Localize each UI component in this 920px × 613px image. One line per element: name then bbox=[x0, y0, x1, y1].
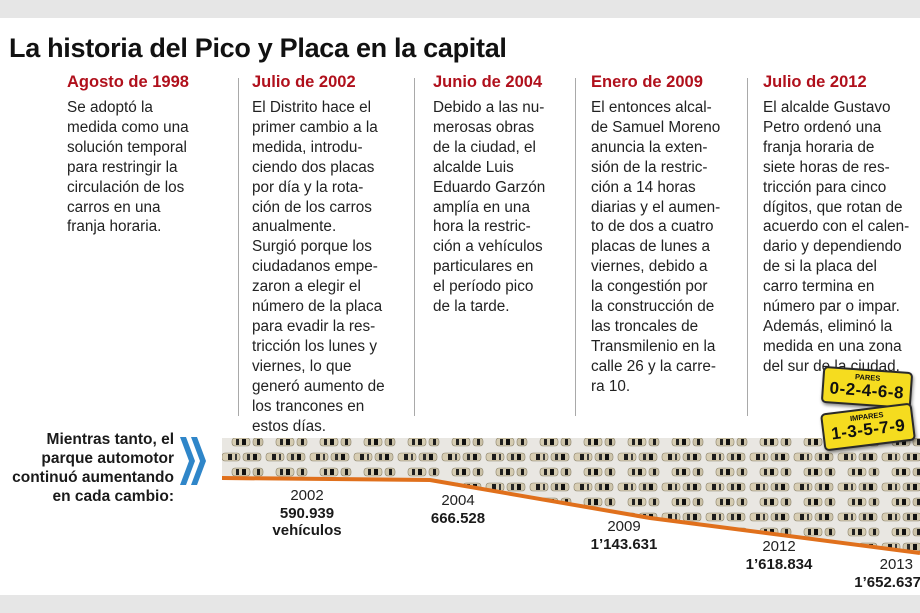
meanwhile-label: Mientras tanto, el parque automotor cont… bbox=[12, 431, 174, 505]
timeline-entry-2004: Junio de 2004 Debido a las nu- merosas o… bbox=[433, 70, 575, 317]
double-chevron-icon bbox=[180, 437, 206, 485]
value-label: 1’618.834 bbox=[745, 556, 813, 573]
year-label: 2002 bbox=[290, 487, 324, 504]
even-plate-numbers: 0-2-4-6-8 bbox=[828, 378, 905, 403]
timeline-entry-2012: Julio de 2012 El alcalde Gustavo Petro o… bbox=[763, 70, 920, 377]
unit-label: vehículos bbox=[272, 522, 342, 539]
bottom-border-bar bbox=[0, 595, 920, 613]
year-label: 2013 bbox=[879, 556, 913, 573]
timeline-text: El Distrito hace el primer cambio a la m… bbox=[252, 99, 385, 435]
timeline-entry-2002: Julio de 2002 El Distrito hace el primer… bbox=[252, 70, 414, 436]
column-divider bbox=[747, 78, 748, 416]
year-label: 2012 bbox=[762, 538, 796, 555]
top-border-bar bbox=[0, 0, 920, 18]
data-label-2004: 2004 666.528 bbox=[420, 492, 496, 527]
timeline-text: Debido a las nu- merosas obras de la ciu… bbox=[433, 99, 546, 316]
value-label: 590.939 bbox=[279, 505, 335, 522]
year-label: 2004 bbox=[441, 492, 475, 509]
vehicle-growth-area-chart bbox=[221, 438, 920, 555]
timeline-heading: Junio de 2004 bbox=[433, 73, 543, 91]
data-label-2009: 2009 1’143.631 bbox=[585, 518, 663, 553]
timeline-heading: Julio de 2012 bbox=[763, 73, 867, 91]
value-label: 1’143.631 bbox=[590, 536, 658, 553]
timeline-heading: Enero de 2009 bbox=[591, 73, 703, 91]
even-plate-badge: PARES 0-2-4-6-8 bbox=[820, 365, 914, 410]
timeline-text: El entonces alcal- de Samuel Moreno anun… bbox=[591, 99, 721, 395]
value-label: 1’652.637 bbox=[854, 574, 920, 591]
column-divider bbox=[414, 78, 415, 416]
year-label: 2009 bbox=[607, 518, 641, 535]
timeline-text: El alcalde Gustavo Petro ordenó una fran… bbox=[763, 99, 910, 375]
value-label: 666.528 bbox=[430, 510, 486, 527]
timeline-heading: Julio de 2002 bbox=[252, 73, 356, 91]
timeline-entry-2009: Enero de 2009 El entonces alcal- de Samu… bbox=[591, 70, 747, 397]
data-label-2012: 2012 1’618.834 bbox=[740, 538, 818, 573]
timeline-heading: Agosto de 1998 bbox=[67, 73, 189, 91]
timeline-entry-1998: Agosto de 1998 Se adoptó la medida como … bbox=[67, 70, 237, 237]
column-divider bbox=[575, 78, 576, 416]
data-label-2013: 2013 1’652.637 bbox=[843, 556, 920, 591]
timeline-text: Se adoptó la medida como una solución te… bbox=[67, 99, 189, 236]
column-divider bbox=[238, 78, 239, 416]
data-label-2002: 2002 590.939 vehículos bbox=[268, 487, 346, 539]
page-title: La historia del Pico y Placa en la capit… bbox=[9, 33, 507, 63]
